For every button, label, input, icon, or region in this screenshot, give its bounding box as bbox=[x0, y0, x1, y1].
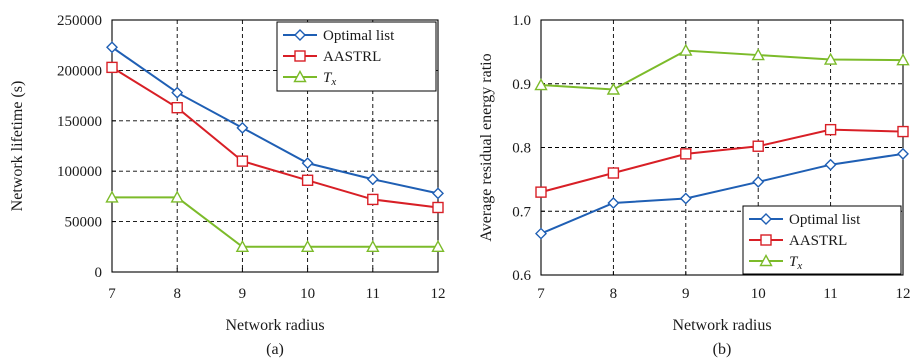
legend-label-optimal: Optimal list bbox=[789, 212, 861, 228]
data-point-optimal bbox=[824, 158, 837, 171]
data-point-tx bbox=[823, 52, 838, 65]
y-tick-label: 1.0 bbox=[512, 13, 531, 29]
y-tick-label: 0.8 bbox=[512, 141, 531, 157]
y-axis-label: Network lifetime (s) bbox=[9, 81, 26, 212]
y-tick-label: 0.6 bbox=[512, 268, 531, 284]
x-tick-label: 7 bbox=[537, 286, 545, 302]
x-axis-label: Network radius bbox=[672, 317, 771, 334]
data-point-tx bbox=[105, 190, 119, 203]
legend-label-aastrl: AASTRL bbox=[323, 49, 381, 65]
x-tick-label: 12 bbox=[431, 286, 446, 302]
x-tick-label: 9 bbox=[682, 286, 690, 302]
data-point-optimal bbox=[679, 192, 692, 205]
series-line-tx bbox=[112, 196, 438, 248]
x-tick-label: 9 bbox=[239, 286, 247, 302]
y-tick-label: 0.7 bbox=[512, 204, 531, 220]
legend-marker-aastrl bbox=[760, 234, 772, 246]
legend-marker-tx bbox=[759, 254, 773, 267]
data-point-aastrl bbox=[171, 101, 183, 114]
data-point-aastrl bbox=[897, 125, 909, 138]
panel-label: (b) bbox=[713, 341, 732, 358]
x-tick-label: 11 bbox=[823, 286, 837, 302]
data-point-aastrl bbox=[535, 186, 547, 198]
data-point-optimal bbox=[897, 147, 909, 160]
data-point-tx bbox=[751, 48, 765, 61]
data-point-tx bbox=[300, 239, 315, 253]
legend-marker-tx bbox=[293, 70, 307, 83]
series-line-optimal bbox=[111, 46, 439, 195]
series-aastrl bbox=[535, 123, 909, 198]
x-tick-label: 8 bbox=[610, 286, 618, 302]
data-point-tx bbox=[534, 78, 548, 91]
x-tick-label: 10 bbox=[751, 286, 766, 302]
data-point-tx bbox=[679, 43, 693, 56]
series-tx bbox=[534, 43, 910, 95]
panel-label: (a) bbox=[266, 341, 284, 358]
legend-label-optimal: Optimal list bbox=[323, 28, 395, 44]
data-point-optimal bbox=[535, 227, 547, 240]
series-line-aastrl bbox=[540, 128, 904, 194]
y-tick-label: 250000 bbox=[57, 13, 102, 29]
x-tick-label: 7 bbox=[108, 286, 116, 302]
data-point-tx bbox=[170, 190, 184, 203]
data-point-aastrl bbox=[607, 167, 620, 179]
data-point-aastrl bbox=[236, 155, 249, 167]
legend: Optimal list AASTRL Tx bbox=[276, 21, 437, 92]
data-point-tx bbox=[366, 239, 380, 253]
data-point-optimal bbox=[366, 173, 379, 186]
data-point-optimal bbox=[607, 196, 620, 209]
legend-marker-optimal bbox=[760, 213, 772, 225]
data-point-optimal bbox=[106, 41, 118, 54]
data-point-aastrl bbox=[680, 148, 692, 160]
data-point-aastrl bbox=[824, 123, 837, 136]
y-tick-label: 100000 bbox=[57, 164, 102, 180]
chart-panel-a: 7 8 9 10 11 12 0 50000 100000 150000 200000 250000 N… bbox=[9, 13, 446, 358]
series-line-tx bbox=[540, 49, 904, 91]
legend-label-tx: Tx bbox=[323, 70, 336, 88]
series-aastrl bbox=[106, 61, 444, 214]
x-tick-label: 10 bbox=[300, 286, 315, 302]
plot-frame bbox=[111, 19, 439, 273]
legend-marker-aastrl bbox=[294, 50, 306, 62]
series-optimal bbox=[106, 41, 444, 200]
x-tick-label: 12 bbox=[896, 286, 911, 302]
y-tick-label: 0 bbox=[95, 265, 103, 281]
data-point-tx bbox=[431, 239, 445, 253]
legend: Optimal list AASTRL Tx bbox=[742, 205, 902, 275]
data-point-aastrl bbox=[752, 140, 764, 152]
y-tick-label: 150000 bbox=[57, 114, 102, 130]
data-point-aastrl bbox=[432, 201, 444, 214]
data-point-optimal bbox=[301, 157, 314, 170]
y-tick-label: 50000 bbox=[65, 215, 103, 231]
data-point-optimal bbox=[171, 86, 184, 99]
data-point-aastrl bbox=[106, 61, 118, 74]
chart-panel-b: 7 8 9 10 11 12 0.6 0.7 0.8 0.9 1.0 Network radius Av… bbox=[478, 13, 911, 358]
y-axis-label: Average residual energy ratio bbox=[478, 53, 495, 241]
y-tick-label: 200000 bbox=[57, 63, 102, 79]
legend-label-tx: Tx bbox=[789, 254, 802, 272]
data-point-tx bbox=[235, 239, 250, 253]
data-point-aastrl bbox=[367, 193, 379, 206]
data-point-tx bbox=[896, 53, 910, 66]
data-point-optimal bbox=[236, 121, 249, 134]
legend-label-aastrl: AASTRL bbox=[789, 233, 847, 249]
series-optimal bbox=[535, 147, 909, 240]
x-axis-label: Network radius bbox=[225, 317, 324, 334]
legend-marker-optimal bbox=[294, 29, 306, 41]
data-point-optimal bbox=[432, 187, 444, 200]
y-tick-label: 0.9 bbox=[512, 77, 531, 93]
x-tick-label: 11 bbox=[366, 286, 380, 302]
data-point-aastrl bbox=[301, 174, 314, 186]
series-line-aastrl bbox=[111, 66, 439, 209]
series-tx bbox=[105, 190, 445, 253]
data-point-optimal bbox=[752, 175, 765, 188]
x-tick-label: 8 bbox=[173, 286, 181, 302]
series-line-optimal bbox=[540, 152, 904, 235]
data-point-tx bbox=[606, 82, 621, 95]
